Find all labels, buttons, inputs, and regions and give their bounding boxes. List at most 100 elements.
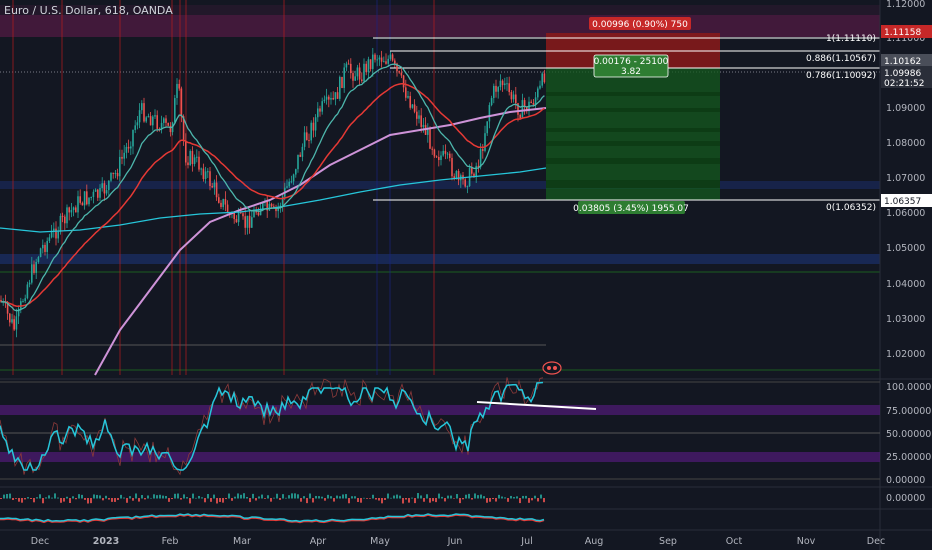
histogram-bar <box>375 498 377 500</box>
osc-tick: 100.00000 <box>886 382 932 393</box>
histogram-bar <box>513 497 515 499</box>
time-label: Feb <box>162 536 179 547</box>
time-label: Oct <box>726 536 743 547</box>
histogram-pane[interactable] <box>0 493 545 504</box>
histogram-bar <box>78 494 80 499</box>
take-profit-zone[interactable] <box>546 68 720 200</box>
histogram-bar <box>408 498 410 503</box>
time-label: 2023 <box>93 536 119 547</box>
candle-body <box>363 63 365 82</box>
candle-body <box>506 83 508 85</box>
histogram-bar <box>3 494 5 499</box>
candle-body <box>204 171 207 179</box>
support-zone-blue <box>0 254 880 264</box>
histogram-bar <box>99 495 101 499</box>
histogram-bar <box>219 498 221 502</box>
histogram-bar <box>369 498 371 499</box>
histogram-bar <box>156 495 158 499</box>
tp-band <box>546 92 720 96</box>
main-pane[interactable]: 1(1.11110) 0.886(1.10567) 0.786(1.10092)… <box>0 0 880 376</box>
entry-label-box[interactable] <box>593 54 669 78</box>
histogram-bar <box>315 495 317 499</box>
candle-body <box>152 116 154 126</box>
candle-body <box>112 172 114 174</box>
osc-trendline[interactable] <box>476 401 597 410</box>
histogram-bar <box>381 498 383 504</box>
candle-body <box>211 186 213 188</box>
candle-body <box>385 61 387 64</box>
histogram-bar <box>81 494 83 499</box>
candle-body <box>123 152 125 159</box>
symbol-title[interactable]: Euro / U.S. Dollar, 618, OANDA <box>4 4 173 17</box>
candle-body <box>242 213 244 217</box>
histogram-bar <box>390 497 392 499</box>
histogram-bar <box>309 493 311 499</box>
target-label-box <box>578 201 685 214</box>
candle-body <box>209 171 211 187</box>
candle-body <box>99 187 101 198</box>
histogram-bar <box>0 498 2 500</box>
histogram-bar <box>231 498 233 501</box>
histogram-bar <box>216 498 218 504</box>
candle-body <box>330 97 332 100</box>
candle-body <box>0 300 2 302</box>
candle-body <box>361 79 363 82</box>
histogram-bar <box>444 498 446 502</box>
candle-body <box>411 104 414 108</box>
candle-body <box>160 122 163 129</box>
candle-body <box>235 219 238 223</box>
histogram-bar <box>354 496 356 499</box>
histogram-bar <box>417 493 419 499</box>
histogram-bar <box>177 493 179 499</box>
histogram-bar <box>447 495 449 499</box>
candle-body <box>521 100 524 119</box>
time-axis[interactable]: Dec 2023 Feb Mar Apr May Jun Jul Aug Sep Oct Nov Dec <box>31 536 885 547</box>
alert-clock-icon[interactable] <box>542 361 562 375</box>
candle-body <box>163 118 165 123</box>
oscillator-pane[interactable] <box>0 377 880 480</box>
candle-body <box>306 132 308 141</box>
histogram-bar <box>189 498 191 504</box>
price-axis[interactable]: 1.12000 1.11000 1.09000 1.08000 1.07000 1.060… <box>886 0 925 360</box>
histogram-bar <box>429 498 431 503</box>
candle-body <box>312 122 315 131</box>
candle-body <box>365 63 367 73</box>
candle-body <box>281 196 284 206</box>
time-label: Apr <box>310 536 327 547</box>
candle-body <box>44 244 46 252</box>
candle-body <box>48 237 51 241</box>
histogram-bar <box>456 494 458 499</box>
candle-body <box>493 85 495 99</box>
candle-body <box>288 181 290 187</box>
histogram-bar <box>300 498 302 502</box>
histogram-bar <box>48 495 50 499</box>
candle-body <box>482 149 484 151</box>
time-label: Dec <box>31 536 49 547</box>
candle-body <box>198 156 200 170</box>
candle-body <box>127 146 130 149</box>
candle-body <box>457 171 460 181</box>
candle-body <box>207 171 209 173</box>
histogram-bar <box>351 496 353 499</box>
time-label: Sep <box>659 536 677 547</box>
candle-body <box>477 165 480 168</box>
histogram-bar <box>171 498 173 500</box>
candle-body <box>33 264 35 273</box>
badge-upper-price <box>881 54 932 67</box>
candle-body <box>26 284 29 299</box>
candle-body <box>367 59 370 73</box>
small-pane[interactable] <box>0 513 545 524</box>
histogram-bar <box>150 497 152 499</box>
price-tick: 1.12000 <box>886 0 925 10</box>
oscillator-axis[interactable]: 100.00000 75.00000 50.00000 25.00000 0.00000 <box>886 382 932 486</box>
candle-body <box>46 240 48 252</box>
histogram-bar <box>510 495 512 499</box>
price-tick: 1.09000 <box>886 103 925 114</box>
histogram-bar <box>66 496 68 499</box>
candle-body <box>222 199 224 207</box>
time-label: Jul <box>520 536 532 547</box>
candle-body <box>530 101 532 103</box>
histogram-bar <box>267 495 269 499</box>
candle-body <box>39 248 42 258</box>
